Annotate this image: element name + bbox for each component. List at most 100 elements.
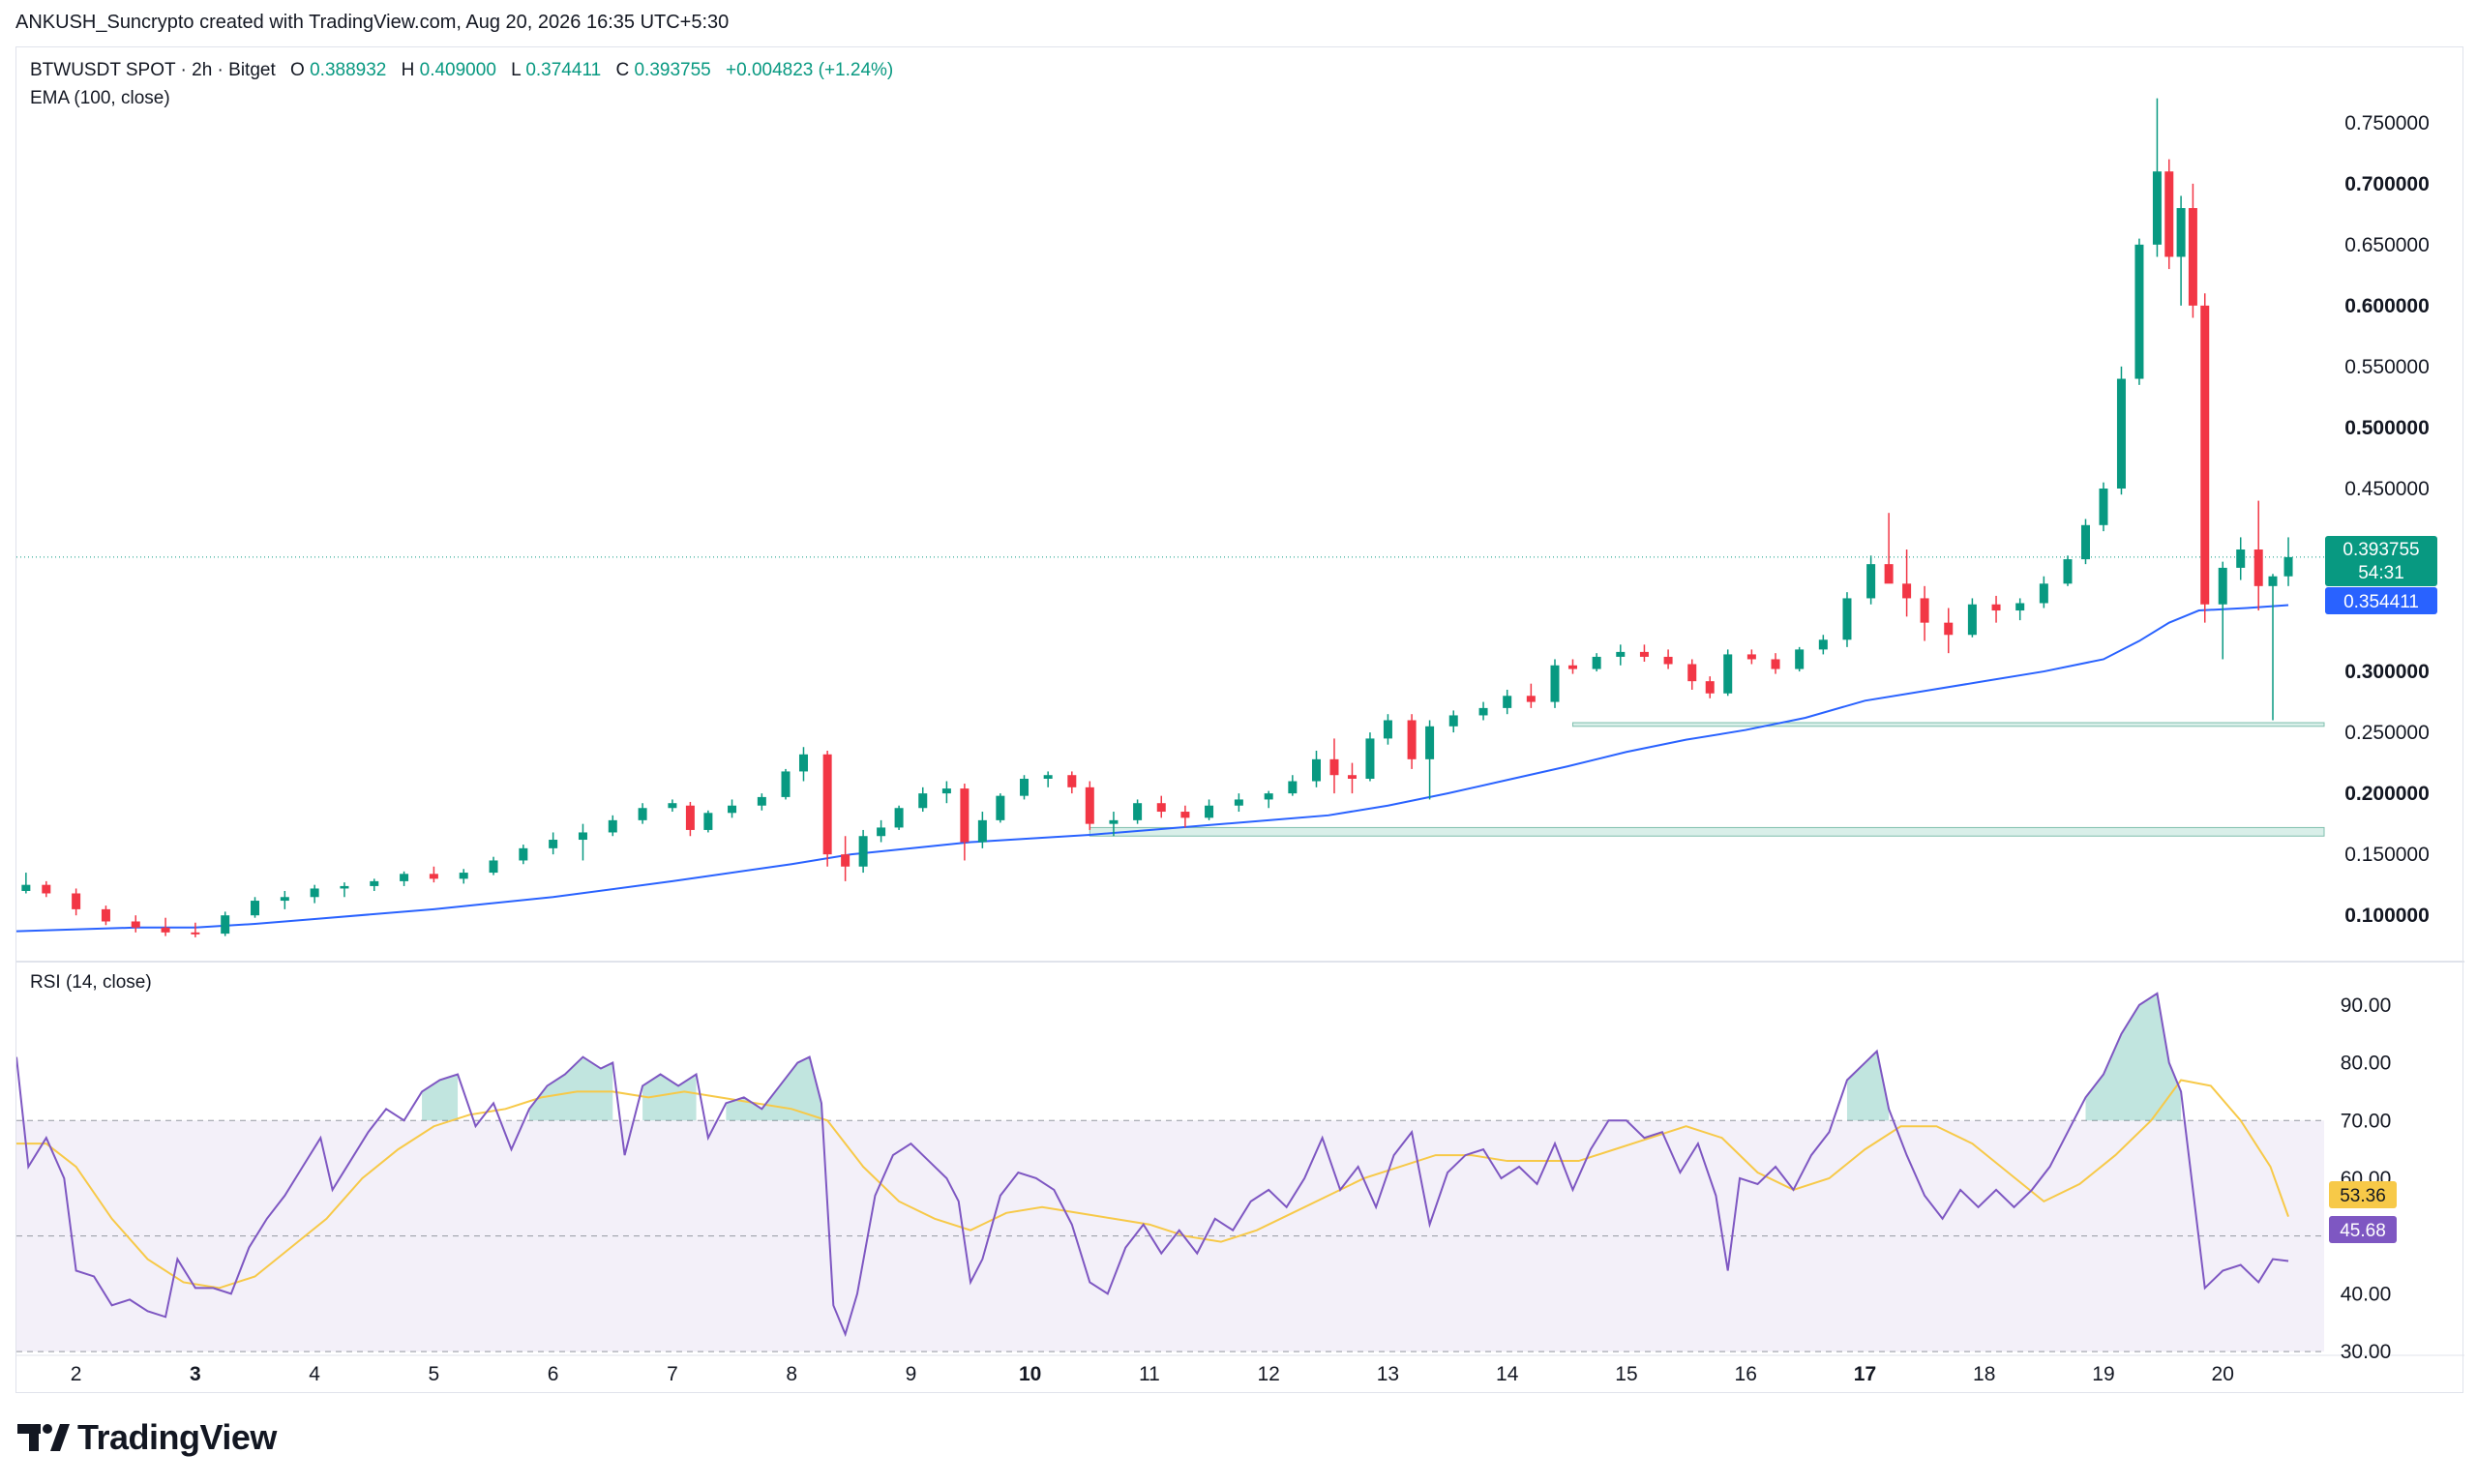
candle-up [728, 805, 737, 814]
candle-down [2164, 171, 2174, 257]
rsi-ma-badge: 53.36 [2329, 1181, 2397, 1208]
candle-down [1746, 654, 1756, 660]
candle-up [638, 808, 647, 820]
high-value: 0.409000 [420, 60, 496, 80]
symbol-name: BTWUSDT SPOT · 2h · Bitget [30, 60, 276, 80]
time-tick-label: 20 [2212, 1363, 2234, 1385]
candle-up [703, 813, 713, 830]
candle-down [1329, 758, 1339, 776]
candle-up [221, 915, 230, 935]
candle-down [161, 927, 170, 933]
candle-down [1771, 659, 1780, 669]
candle-up [2039, 583, 2048, 604]
candle-up [2283, 556, 2293, 577]
candle-down [2200, 305, 2210, 605]
candle-down [131, 921, 140, 928]
candle-up [459, 873, 468, 879]
candle-up [757, 796, 766, 806]
candle-up [1383, 720, 1392, 739]
candle-up [251, 901, 260, 916]
price-tick-label: 0.750000 [2344, 112, 2430, 134]
candle-up [1133, 803, 1143, 820]
symbol-legend: BTWUSDT SPOT · 2h · Bitget O 0.388932 H … [30, 60, 893, 80]
candle-down [191, 932, 200, 935]
candle-up [489, 860, 498, 874]
candle-up [1311, 758, 1321, 782]
ema-legend: EMA (100, close) [30, 88, 170, 108]
chart-canvas[interactable]: 0.750000 0.700000 0.650000 0.600000 0.550000… [16, 47, 2464, 1394]
candle-up [310, 888, 319, 898]
time-tick-label: 2 [71, 1363, 82, 1385]
candle-up [781, 771, 791, 797]
rsi-overbought-fill [1846, 1051, 1890, 1121]
candle-up [1592, 656, 1601, 669]
chart-frame[interactable]: 0.750000 0.700000 0.650000 0.600000 0.550000… [15, 46, 2464, 1394]
price-tick-label: 0.500000 [2344, 417, 2430, 439]
rsi-ma-value: 53.36 [2340, 1186, 2386, 1206]
rsi-legend: RSI (14, close) [30, 972, 152, 993]
candle-up [549, 840, 558, 848]
price-tick-label: 0.600000 [2344, 295, 2430, 317]
candle-down [101, 908, 110, 922]
time-tick-label: 7 [667, 1363, 678, 1385]
candle-up [1866, 564, 1876, 599]
candle-down [2188, 208, 2197, 306]
candle-up [280, 897, 289, 902]
candle-up [2236, 549, 2246, 568]
rsi-overbought-fill [642, 1074, 697, 1121]
ema-badge: 0.354411 [2325, 587, 2437, 614]
time-tick-label: 5 [429, 1363, 440, 1385]
candle-up [340, 885, 349, 889]
rsi-tick-label: 80.00 [2341, 1053, 2392, 1075]
price-tick-label: 0.200000 [2344, 783, 2430, 805]
support-zone-2 [1089, 826, 2325, 837]
candle-up [370, 880, 379, 886]
time-tick-label: 9 [906, 1363, 917, 1385]
candle-up [1478, 707, 1488, 716]
ema-100-line [16, 604, 2289, 933]
candle-down [960, 788, 970, 843]
ema-value: 0.354411 [2343, 592, 2419, 612]
candle-up [2080, 524, 2090, 560]
price-tick-label: 0.450000 [2344, 478, 2430, 500]
time-tick-label: 11 [1139, 1363, 1160, 1385]
candle-up [21, 884, 31, 891]
candle-up [1967, 604, 1977, 636]
candle-down [1944, 622, 1954, 636]
time-tick-label: 10 [1019, 1363, 1041, 1385]
candle-down [1085, 787, 1094, 824]
tradingview-logo[interactable]: TradingView [17, 1417, 277, 1457]
time-tick-label: 8 [786, 1363, 797, 1385]
time-tick-label: 19 [2092, 1363, 2114, 1385]
candle-up [977, 819, 987, 843]
rsi-tick-label: 70.00 [2341, 1110, 2392, 1132]
rsi-overbought-fill [2085, 993, 2182, 1121]
candle-up [2218, 567, 2227, 605]
time-tick-label: 17 [1854, 1363, 1876, 1385]
candle-up [2099, 488, 2108, 525]
countdown: 54:31 [2358, 563, 2404, 583]
candle-down [1920, 598, 1929, 623]
candle-down [1991, 604, 2001, 611]
brand-name: TradingView [77, 1417, 277, 1457]
price-tick-label: 0.550000 [2344, 356, 2430, 378]
rsi-ma-line [16, 1079, 2289, 1290]
time-tick-label: 13 [1377, 1363, 1399, 1385]
rsi-line [16, 992, 2289, 1338]
candle-down [1067, 775, 1077, 787]
time-tick-label: 16 [1735, 1363, 1757, 1385]
time-tick-label: 12 [1258, 1363, 1280, 1385]
candle-up [1109, 819, 1119, 824]
candle-up [1818, 639, 1828, 650]
candle-down [1663, 656, 1673, 665]
candle-up [858, 836, 868, 867]
candle-up [1723, 654, 1733, 694]
candle-up [2152, 171, 2162, 245]
time-tick-label: 6 [548, 1363, 559, 1385]
candle-down [1180, 812, 1190, 818]
candle-up [1448, 715, 1458, 727]
tradingview-logo-icon [17, 1424, 70, 1451]
last-price-value: 0.393755 [2343, 540, 2419, 560]
candle-up [941, 788, 951, 794]
low-value: 0.374411 [525, 60, 601, 80]
